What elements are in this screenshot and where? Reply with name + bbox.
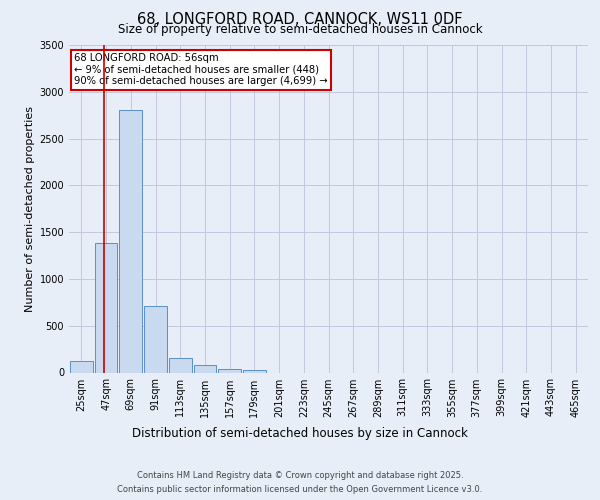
Text: 68 LONGFORD ROAD: 56sqm
← 9% of semi-detached houses are smaller (448)
90% of se: 68 LONGFORD ROAD: 56sqm ← 9% of semi-det… [74, 53, 328, 86]
Bar [169, 358, 191, 372]
Text: 68, LONGFORD ROAD, CANNOCK, WS11 0DF: 68, LONGFORD ROAD, CANNOCK, WS11 0DF [137, 12, 463, 26]
Bar [95, 244, 118, 372]
Y-axis label: Number of semi-detached properties: Number of semi-detached properties [25, 106, 35, 312]
Bar [243, 370, 266, 372]
Bar [119, 110, 142, 372]
Bar [144, 306, 167, 372]
Bar [218, 369, 241, 372]
Bar [194, 365, 216, 372]
Text: Contains public sector information licensed under the Open Government Licence v3: Contains public sector information licen… [118, 484, 482, 494]
Text: Distribution of semi-detached houses by size in Cannock: Distribution of semi-detached houses by … [132, 428, 468, 440]
Bar [70, 361, 93, 372]
Text: Size of property relative to semi-detached houses in Cannock: Size of property relative to semi-detach… [118, 22, 482, 36]
Text: Contains HM Land Registry data © Crown copyright and database right 2025.: Contains HM Land Registry data © Crown c… [137, 472, 463, 480]
